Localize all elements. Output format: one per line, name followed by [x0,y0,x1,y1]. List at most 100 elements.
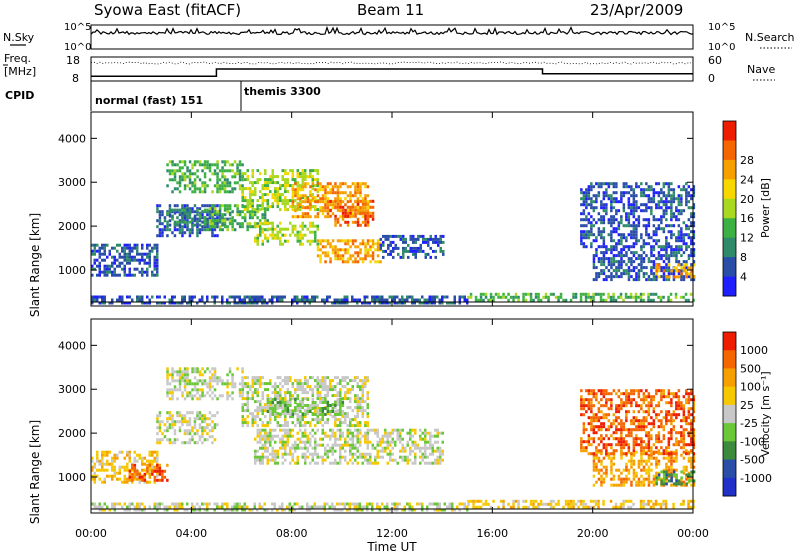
velocity-colorbar-swatch-1 [723,350,736,369]
xtick-label-0: 00:00 [75,527,107,540]
velocity-colorbar-tick-5: -100 [740,435,765,448]
power-region-2 [166,208,232,227]
date-title: 23/Apr/2009 [590,1,683,19]
power-region-15 [655,263,696,279]
velocity-colorbar-swatch-0 [723,332,736,351]
velocity-colorbar-swatch-6 [723,441,736,461]
power-ylabel: Slant Range [km] [28,213,42,317]
velocity-region-7 [91,502,469,512]
velocity-colorbar-label: Velocity [m s⁻¹] [759,371,772,456]
velocity-region-4 [266,398,345,416]
power-colorbar-swatch-8 [723,276,736,297]
time-xlabel: Time UT [366,540,417,554]
xtick-label-4: 16:00 [476,527,508,540]
nave-tick-low: 0 [708,72,715,85]
velocity-colorbar-tick-6: -500 [740,454,765,467]
cpid-segment-1: normal (fast) 151 [95,94,203,107]
freq-label-line2: [MHz] [4,65,36,78]
velocity-colorbar-swatch-4 [723,404,736,424]
power-ytick-label-1: 2000 [58,220,86,233]
nsky-tick-low: 10^0 [64,42,91,53]
nsky-line [90,25,693,36]
power-ytick-label-0: 1000 [58,264,86,277]
power-colorbar-swatch-0 [723,121,736,141]
velocity-colorbar-frame [722,331,737,497]
power-colorbar-tick-5: 24 [740,173,754,186]
power-colorbar-swatch-6 [723,237,736,258]
power-region-10 [379,234,445,259]
nsearch-tick-low: 10^0 [708,42,735,53]
velocity-colorbar-tick-3: 25 [740,399,754,412]
velocity-colorbar-swatch-5 [723,423,736,442]
power-colorbar-tick-6: 28 [740,154,754,167]
station-title: Syowa East (fitACF) [94,1,241,19]
velocity-ytick-label-3: 4000 [58,339,86,352]
power-colorbar-swatch-4 [723,198,736,219]
power-colorbar-frame [722,120,737,297]
velocity-ytick-label-0: 1000 [58,471,86,484]
velocity-colorbar-swatch-3 [723,386,736,406]
velocity-region-5 [254,428,444,465]
power-region-0 [91,243,159,277]
nave-tick-high: 60 [708,54,722,67]
power-colorbar: 4 8 12 16 20 24 28 [722,120,754,297]
velocity-colorbar-tick-2: 100 [740,381,761,394]
velocity-colorbar-tick-4: -25 [740,417,758,430]
velocity-region-6 [128,463,169,482]
power-colorbar-tick-3: 16 [740,212,754,225]
xtick-label-3: 12:00 [376,527,408,540]
freq-tick-low: 8 [72,72,79,85]
velocity-colorbar: 1000 500 100 25 -25 -100 -500 -1000 [722,331,772,497]
nsky-label: N.Sky [3,31,35,44]
power-ytick-label-2: 3000 [58,176,86,189]
power-colorbar-swatch-1 [723,140,736,161]
nsky-tick-high: 10^5 [64,22,91,33]
power-region-5 [241,169,319,212]
velocity-region-8 [467,499,695,509]
velocity-region-9 [592,450,696,487]
freq-tick-high: 18 [66,54,80,67]
xtick-label-2: 08:00 [276,527,308,540]
velocity-colorbar-tick-1: 500 [740,362,761,375]
xtick-label-5: 20:00 [577,527,609,540]
power-region-12 [467,292,695,302]
freq-trace [90,61,693,77]
power-panel: 1000 2000 3000 4000 [58,111,696,307]
velocity-colorbar-swatch-7 [723,459,736,479]
velocity-colorbar-swatch-2 [723,368,736,388]
velocity-region-10 [580,389,696,456]
power-region-8 [254,221,319,246]
nsearch-label: N.Search [745,31,795,44]
power-region-13 [592,248,696,282]
beam-title: Beam 11 [357,1,424,19]
power-region-7 [329,199,375,227]
freq-label-line1: Freq. [4,52,31,65]
power-colorbar-tick-1: 8 [740,251,747,264]
power-region-11 [91,295,469,305]
power-ytick-label-3: 4000 [58,132,86,145]
nsky-trace [90,25,693,36]
power-region-14 [580,182,696,249]
power-colorbar-tick-2: 12 [740,232,754,245]
velocity-colorbar-swatch-8 [723,477,736,497]
power-colorbar-swatch-3 [723,179,736,200]
power-region-9 [316,239,382,264]
cpid-segment-2: themis 3300 [244,85,321,98]
velocity-colorbar-tick-0: 1000 [740,344,768,357]
power-colorbar-tick-0: 4 [740,271,747,284]
frequency-line [91,68,693,77]
power-colorbar-label: Power [dB] [759,178,772,238]
power-colorbar-swatch-5 [723,218,736,239]
xtick-label-1: 04:00 [175,527,207,540]
power-colorbar-swatch-2 [723,159,736,180]
freq-panel [90,56,694,82]
velocity-cells [91,367,696,512]
power-region-4 [166,160,244,194]
nsky-panel [90,24,694,50]
nave-label: Nave [747,63,775,76]
velocity-region-3 [241,376,369,428]
nsearch-tick-high: 10^5 [708,22,735,33]
power-colorbar-tick-4: 20 [740,193,754,206]
cpid-label: CPID [5,89,34,102]
